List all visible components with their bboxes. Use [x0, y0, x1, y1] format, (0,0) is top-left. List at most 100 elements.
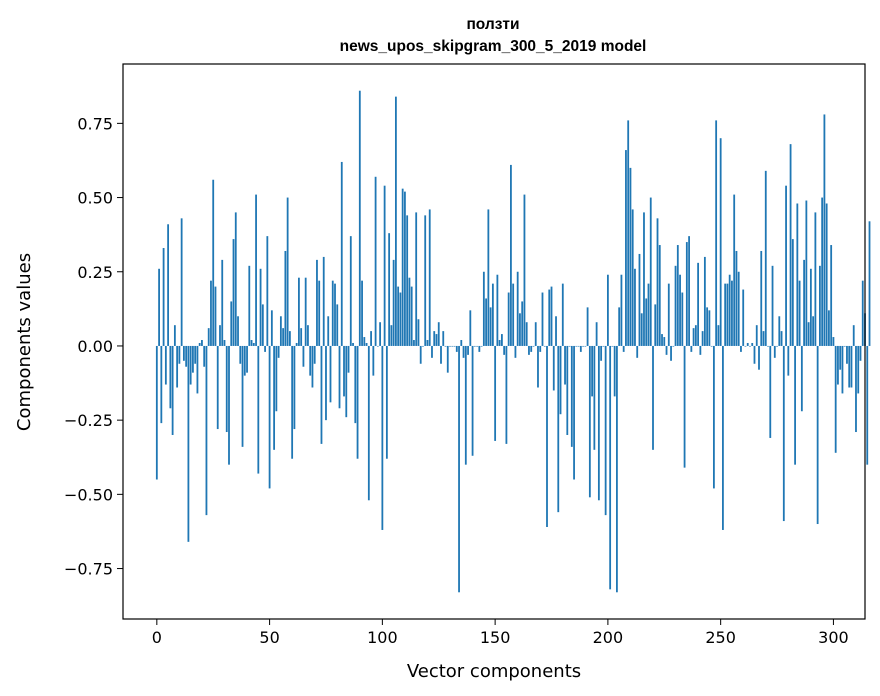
bar: [180, 218, 183, 346]
bar: [198, 342, 201, 346]
bar: [776, 345, 778, 347]
bar: [277, 345, 280, 358]
bar: [555, 316, 557, 346]
bar: [534, 322, 537, 346]
bar: [228, 345, 230, 465]
bar: [566, 345, 569, 435]
bar: [758, 345, 760, 370]
bar: [703, 256, 706, 346]
bar: [223, 340, 226, 346]
bar: [796, 203, 799, 346]
bar: [519, 313, 521, 346]
bar: [471, 345, 474, 456]
y-axis: −0.75 −0.50 −0.25 0.00 0.25 0.50 0.75: [64, 114, 123, 579]
bar: [327, 316, 330, 346]
bar: [507, 292, 510, 346]
bar: [230, 301, 233, 346]
bar: [361, 280, 363, 346]
bar: [717, 325, 720, 346]
bar: [370, 331, 372, 346]
bar: [794, 345, 796, 465]
bar: [685, 242, 688, 346]
bar: [480, 345, 483, 347]
bar: [656, 218, 659, 346]
bar: [234, 212, 237, 346]
bar: [769, 345, 772, 438]
bar: [482, 271, 485, 346]
bar: [746, 342, 749, 346]
bar: [843, 345, 846, 347]
y-axis-label: Components values: [14, 253, 35, 431]
bar: [609, 345, 612, 590]
bar: [169, 345, 172, 409]
bar: [742, 289, 745, 346]
bar: [751, 342, 754, 346]
bar: [469, 310, 472, 346]
bar: [494, 345, 497, 441]
bar: [372, 345, 375, 376]
bar: [710, 345, 713, 347]
bar: [577, 345, 580, 347]
bar: [667, 283, 670, 346]
bar: [243, 345, 246, 376]
bar: [503, 345, 506, 355]
bar: [683, 345, 686, 468]
chart-title-line2: news_upos_skipgram_300_5_2019 model: [340, 38, 647, 55]
bar: [638, 253, 641, 346]
bar: [437, 322, 440, 346]
bar: [250, 340, 253, 346]
bar: [291, 345, 294, 459]
bar: [731, 280, 733, 346]
bar: [670, 345, 672, 361]
bar: [185, 345, 188, 367]
x-tick-label: 0: [152, 628, 162, 647]
bar: [167, 224, 170, 346]
bar: [171, 345, 174, 435]
bar: [859, 345, 862, 361]
bar: [307, 325, 309, 346]
bar: [176, 345, 179, 388]
bar: [548, 289, 551, 346]
bar: [588, 345, 591, 498]
bar: [485, 298, 488, 346]
bar: [354, 345, 357, 424]
bar: [406, 215, 409, 346]
x-tick-label: 300: [818, 628, 849, 647]
bar: [541, 292, 544, 346]
bar: [807, 322, 810, 346]
bar: [343, 345, 345, 397]
bar: [293, 345, 296, 430]
bar: [715, 120, 718, 346]
bar: [155, 345, 158, 480]
bar: [787, 345, 790, 376]
bar: [663, 337, 666, 346]
bar: [546, 345, 548, 527]
bar: [516, 271, 519, 346]
x-tick-label: 100: [367, 628, 398, 647]
bar: [225, 345, 228, 433]
bar: [712, 345, 715, 489]
bar: [381, 345, 384, 530]
bar: [814, 212, 817, 346]
bar: [676, 245, 679, 346]
bar: [212, 179, 215, 346]
bar: [408, 277, 411, 346]
bar: [201, 340, 203, 346]
bar: [255, 194, 257, 346]
bar: [467, 345, 469, 355]
bar: [780, 331, 783, 346]
x-tick-label: 150: [480, 628, 511, 647]
bar: [221, 259, 224, 346]
bar: [785, 185, 787, 346]
bar: [160, 345, 163, 424]
bar: [760, 250, 763, 346]
bar: [753, 345, 756, 364]
bar: [850, 345, 853, 388]
bar: [767, 345, 769, 347]
bar: [419, 345, 422, 364]
bar: [690, 345, 693, 352]
bar: [252, 342, 255, 346]
bar: [809, 268, 812, 346]
bar: [616, 345, 618, 593]
bar: [442, 331, 445, 346]
